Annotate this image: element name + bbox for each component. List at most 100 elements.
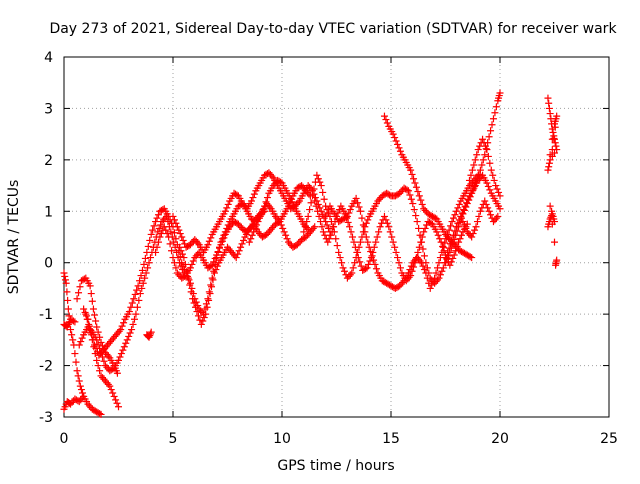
data-point xyxy=(323,221,331,229)
data-point xyxy=(396,264,404,272)
data-point xyxy=(417,238,425,246)
data-point xyxy=(133,303,141,311)
y-tick-label: 2 xyxy=(44,153,53,169)
data-point xyxy=(550,134,558,142)
data-point xyxy=(73,295,81,303)
data-point xyxy=(372,265,380,273)
data-point xyxy=(347,228,355,236)
data-point xyxy=(304,212,312,220)
data-point xyxy=(313,171,321,179)
x-tick-label: 5 xyxy=(169,431,178,447)
data-point xyxy=(404,187,412,195)
data-point xyxy=(328,228,336,236)
data-point xyxy=(69,336,77,344)
data-point xyxy=(546,202,554,210)
data-point xyxy=(134,282,142,290)
data-point xyxy=(447,258,455,266)
data-point xyxy=(213,262,221,270)
data-point xyxy=(62,279,70,287)
data-point xyxy=(154,211,162,219)
data-point xyxy=(120,343,128,351)
data-point xyxy=(459,218,467,226)
data-point xyxy=(89,305,97,313)
data-point xyxy=(395,259,403,267)
data-point xyxy=(422,269,430,277)
data-point xyxy=(548,135,556,143)
data-point xyxy=(282,231,290,239)
data-point xyxy=(203,303,211,311)
data-point xyxy=(465,176,473,184)
data-point xyxy=(389,238,397,246)
data-point xyxy=(177,247,185,255)
data-point xyxy=(325,235,333,243)
data-point xyxy=(494,212,502,220)
data-point xyxy=(447,244,455,252)
data-point xyxy=(178,233,186,241)
data-point xyxy=(194,312,202,320)
data-point xyxy=(75,289,83,297)
data-point xyxy=(307,199,315,207)
data-point xyxy=(268,172,276,180)
data-point xyxy=(496,192,504,200)
data-point xyxy=(79,389,87,397)
data-point xyxy=(142,269,150,277)
data-point xyxy=(119,346,127,354)
data-point xyxy=(323,209,331,217)
data-point xyxy=(411,179,419,187)
data-point xyxy=(483,179,491,187)
data-point xyxy=(330,223,338,231)
data-point xyxy=(75,377,83,385)
data-point xyxy=(169,212,177,220)
data-point xyxy=(303,218,311,226)
x-tick-label: 15 xyxy=(382,431,400,447)
data-point xyxy=(418,259,426,267)
data-point xyxy=(136,277,144,285)
data-point xyxy=(380,112,388,120)
data-point xyxy=(417,196,425,204)
data-point xyxy=(428,281,436,289)
data-point xyxy=(88,297,96,305)
data-point xyxy=(320,195,328,203)
data-point xyxy=(380,212,388,220)
data-point xyxy=(469,186,477,194)
data-point xyxy=(109,389,117,397)
data-point xyxy=(488,121,496,129)
data-point xyxy=(354,254,362,262)
x-axis-label: GPS time / hours xyxy=(277,458,394,474)
data-point xyxy=(100,357,108,365)
data-point xyxy=(285,202,293,210)
data-point xyxy=(128,326,136,334)
data-point xyxy=(192,303,200,311)
data-point xyxy=(186,264,194,272)
data-point xyxy=(120,319,128,327)
data-point xyxy=(183,267,191,275)
data-point xyxy=(346,206,354,214)
data-point xyxy=(305,190,313,198)
data-point xyxy=(474,171,482,179)
data-point xyxy=(223,204,231,212)
data-point xyxy=(475,170,483,178)
data-point xyxy=(170,259,178,267)
data-point xyxy=(490,176,498,184)
data-point xyxy=(155,224,163,232)
data-point xyxy=(465,196,473,204)
data-point xyxy=(466,193,474,201)
data-point xyxy=(263,194,271,202)
data-point xyxy=(69,317,77,325)
data-point xyxy=(217,241,225,249)
data-point xyxy=(170,216,178,224)
data-point xyxy=(479,156,487,164)
data-point xyxy=(266,203,274,211)
data-point xyxy=(382,116,390,124)
data-point xyxy=(450,251,458,259)
data-point xyxy=(460,206,468,214)
data-point xyxy=(473,175,481,183)
data-point xyxy=(94,362,102,370)
data-point xyxy=(437,238,445,246)
data-point xyxy=(112,396,120,404)
data-point xyxy=(412,183,420,191)
data-point xyxy=(325,224,333,232)
data-point xyxy=(434,231,442,239)
